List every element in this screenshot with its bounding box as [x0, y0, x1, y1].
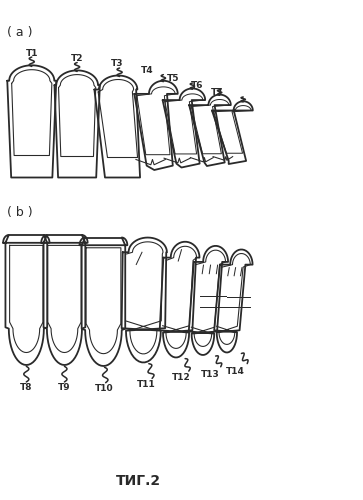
Text: T5: T5 [167, 74, 179, 83]
Text: T12: T12 [172, 374, 191, 382]
Text: T7: T7 [211, 88, 223, 97]
Text: T14: T14 [226, 366, 245, 376]
Text: T13: T13 [201, 370, 220, 379]
Text: T11: T11 [137, 380, 156, 388]
Text: T6: T6 [191, 80, 203, 90]
Text: T3: T3 [110, 60, 123, 68]
Text: T9: T9 [58, 383, 71, 392]
Text: ( b ): ( b ) [7, 206, 33, 219]
Text: T4: T4 [141, 66, 153, 74]
Text: T8: T8 [20, 383, 33, 392]
Text: T10: T10 [95, 384, 114, 393]
Text: ΤИГ.2: ΤИГ.2 [115, 474, 160, 488]
Text: ( a ): ( a ) [7, 26, 33, 39]
Text: T1: T1 [25, 48, 38, 58]
Text: T2: T2 [71, 54, 83, 63]
